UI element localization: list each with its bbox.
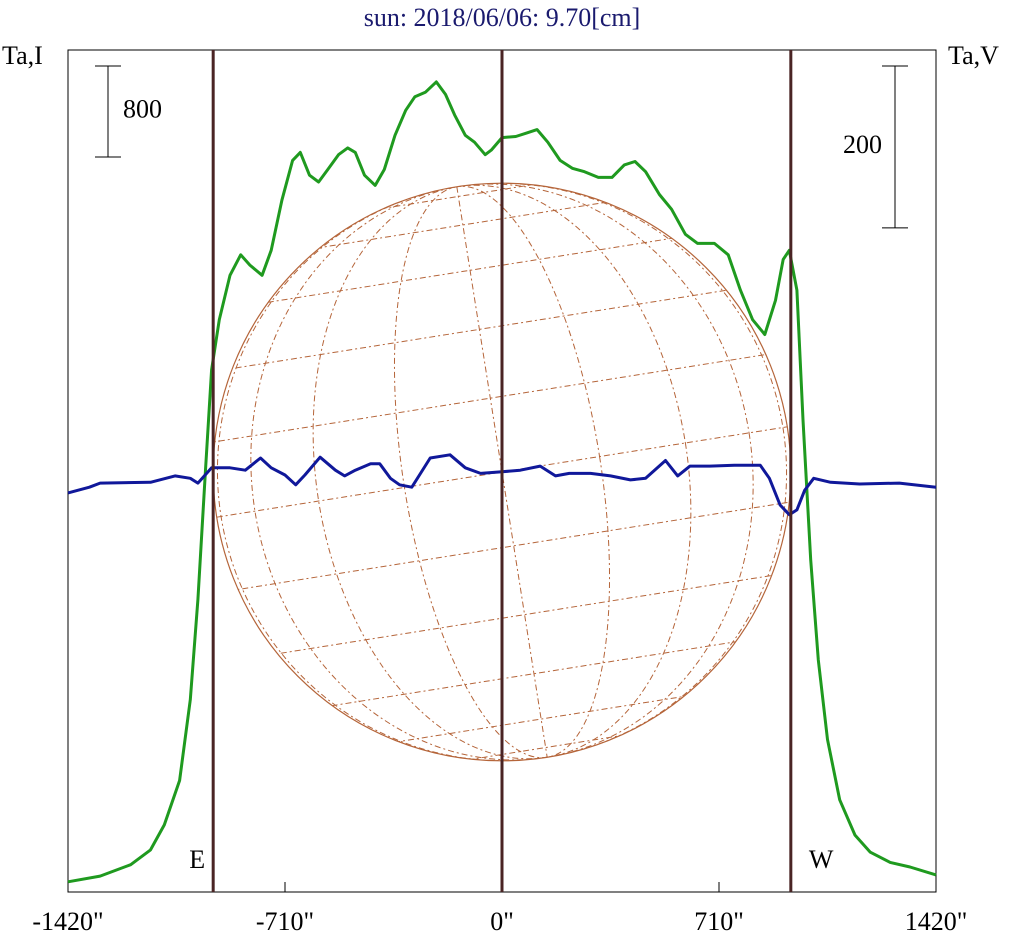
parallel [260,701,791,761]
parallel [255,673,791,761]
scale-bar-label: 800 [123,94,162,123]
series-line [67,453,937,517]
x-tick-label: 1420" [905,907,968,936]
x-tick-label: 0" [490,907,514,936]
parallel [239,568,791,661]
parallel [216,426,788,518]
x-tick-label: 710" [694,907,744,936]
parallel [228,500,791,592]
marker-label: E [189,845,205,874]
y-axis-label: Ta,I [2,41,43,70]
parallel [248,628,791,720]
chart-title: sun: 2018/06/06: 9.70[cm] [364,3,641,32]
marker-label: W [809,845,834,874]
parallel [213,224,756,316]
parallel [213,352,776,444]
x-tick-label: -710" [256,907,314,936]
scale-bar-label: 200 [843,130,882,159]
meridian [456,186,548,758]
series-line [67,80,937,884]
y2-axis-label: Ta,V [948,41,999,70]
parallel [213,283,765,376]
x-tick-label: -1420" [32,907,103,936]
